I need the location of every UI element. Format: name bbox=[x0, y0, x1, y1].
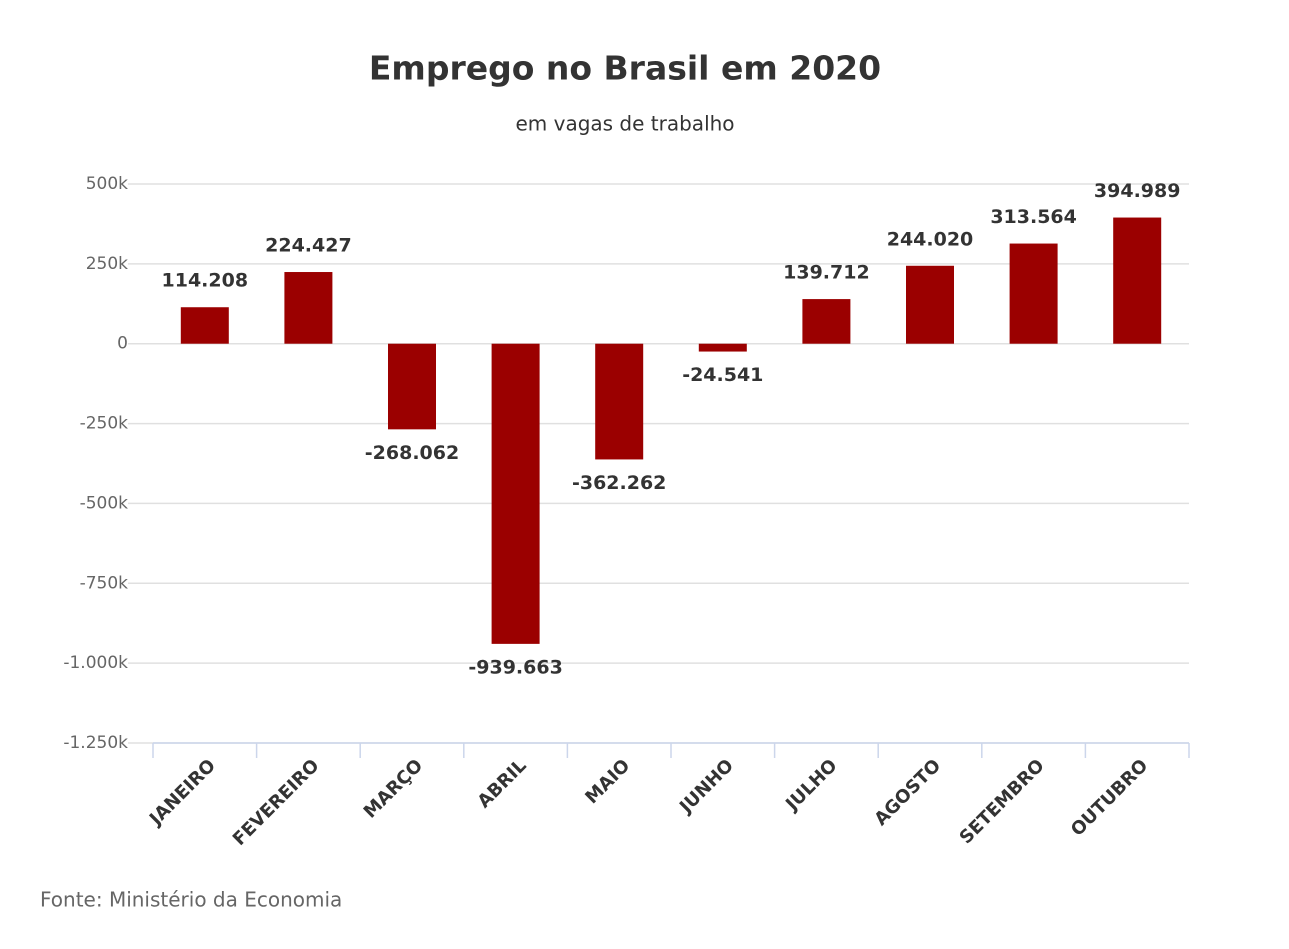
y-tick-label: -250k bbox=[80, 414, 129, 434]
x-tick-label: FEVEREIRO bbox=[229, 755, 324, 850]
chart-title: Emprego no Brasil em 2020 bbox=[369, 49, 881, 88]
value-label: -24.541 bbox=[682, 364, 763, 386]
value-label: -268.062 bbox=[365, 442, 459, 464]
source: Fonte: Ministério da Economia bbox=[40, 888, 342, 912]
value-label: 313.564 bbox=[990, 206, 1077, 228]
y-tick-label: 500k bbox=[86, 174, 128, 194]
x-tick-label: MARÇO bbox=[360, 755, 427, 822]
y-tick-label: 0 bbox=[117, 334, 128, 354]
bar bbox=[180, 307, 229, 344]
y-tick-label: -1.000k bbox=[63, 653, 128, 673]
value-label: 244.020 bbox=[887, 228, 974, 250]
x-tick-label: OUTUBRO bbox=[1067, 755, 1152, 840]
value-label: 224.427 bbox=[265, 235, 352, 257]
x-tick-label: JUNHO bbox=[674, 755, 737, 818]
bar bbox=[284, 272, 333, 344]
x-tick-label: JULHO bbox=[781, 755, 842, 816]
chart-subtitle: em vagas de trabalho bbox=[515, 112, 734, 136]
bar bbox=[491, 343, 540, 644]
bar bbox=[698, 343, 747, 352]
x-tick-label: JANEIRO bbox=[144, 755, 220, 831]
x-tick-label: AGOSTO bbox=[870, 755, 945, 830]
x-tick-label: MAIO bbox=[581, 755, 634, 808]
y-tick-label: -750k bbox=[80, 573, 129, 593]
x-tick-label: ABRIL bbox=[474, 755, 531, 812]
bar bbox=[802, 299, 851, 344]
value-label: 114.208 bbox=[162, 270, 249, 292]
value-label: -939.663 bbox=[468, 656, 562, 678]
value-label: 139.712 bbox=[783, 262, 870, 284]
x-tick-label: SETEMBRO bbox=[956, 755, 1049, 848]
value-label: 394.989 bbox=[1094, 180, 1181, 202]
bar bbox=[1113, 217, 1162, 344]
value-label: -362.262 bbox=[572, 472, 666, 494]
y-tick-label: -500k bbox=[80, 493, 129, 513]
bar bbox=[388, 343, 436, 430]
y-tick-label: 250k bbox=[86, 254, 128, 274]
bar bbox=[595, 343, 644, 460]
y-tick-label: -1.250k bbox=[63, 733, 128, 753]
bar bbox=[906, 265, 954, 344]
bar bbox=[1009, 243, 1058, 344]
